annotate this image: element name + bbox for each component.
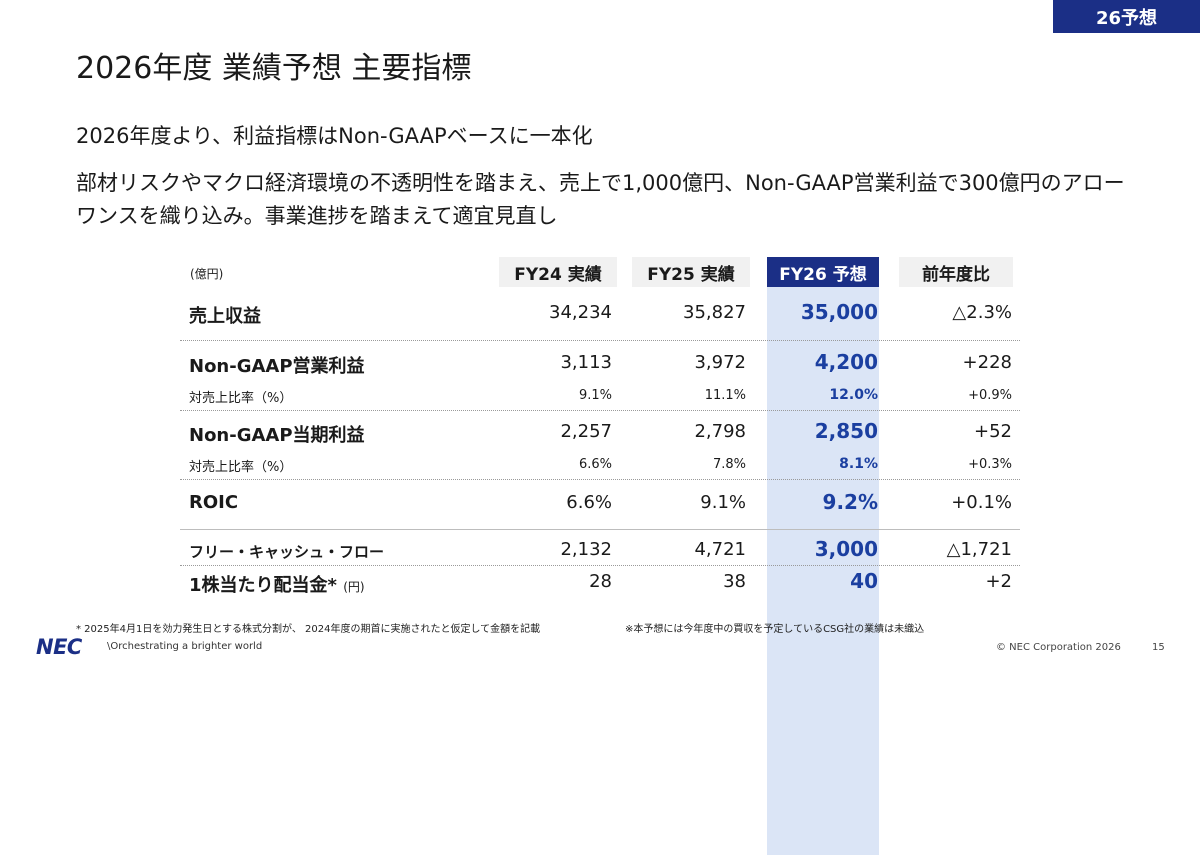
subtitle-secondary: 部材リスクやマクロ経済環境の不透明性を踏まえ、売上で1,000億円、Non-GA… <box>76 171 1125 228</box>
row-divider <box>180 340 1020 341</box>
copyright: © NEC Corporation 2026 <box>996 642 1121 653</box>
row-divider <box>180 410 1020 411</box>
subtitle-primary: 2026年度より、利益指標はNon-GAAPベースに一本化 <box>76 124 593 148</box>
table-row-revenue: 売上収益 34,234 35,827 35,000 △2.3% <box>180 294 1020 334</box>
cell-fy26: 9.2% <box>822 490 878 514</box>
row-label-wrap: 1株当たり配当金* (円) <box>189 571 365 597</box>
footnote-acquisition: ※本予想には今年度中の買収を予定しているCSG社の業績は未織込 <box>625 624 925 635</box>
row-divider <box>180 565 1020 566</box>
cell-fy25: 35,827 <box>683 302 746 323</box>
cell-fy26: 4,200 <box>814 350 878 374</box>
row-label-unit: (円) <box>343 580 365 594</box>
cell-fy26: 40 <box>850 569 878 593</box>
header-fy26: FY26 予想 <box>767 257 879 287</box>
cell-yoy: +2 <box>985 571 1012 592</box>
row-label: ROIC <box>189 492 239 513</box>
brand-tagline: \Orchestrating a brighter world <box>107 641 263 652</box>
cell-yoy: △1,721 <box>946 539 1012 560</box>
cell-fy25: 2,798 <box>694 421 746 442</box>
row-divider <box>180 479 1020 480</box>
cell-fy24: 2,132 <box>560 539 612 560</box>
table-row-operating-profit: Non-GAAP営業利益 3,113 3,972 4,200 +228 <box>180 344 1020 384</box>
forecast-badge: 26予想 <box>1053 0 1200 33</box>
cell-fy24: 9.1% <box>578 388 612 403</box>
table-row-net-margin: 対売上比率（%） 6.6% 7.8% 8.1% +0.3% <box>180 451 1020 479</box>
row-label: Non-GAAP営業利益 <box>189 356 365 377</box>
cell-fy26: 2,850 <box>814 419 878 443</box>
cell-yoy: +0.3% <box>968 457 1012 472</box>
table-unit: (億円) <box>190 267 224 281</box>
cell-fy24: 28 <box>589 571 612 592</box>
cell-yoy: +228 <box>962 352 1012 373</box>
header-yoy: 前年度比 <box>899 257 1013 287</box>
row-label: 対売上比率（%） <box>189 391 293 406</box>
table-row-net-profit: Non-GAAP当期利益 2,257 2,798 2,850 +52 <box>180 413 1020 453</box>
cell-fy24: 34,234 <box>549 302 612 323</box>
table-row-roic: ROIC 6.6% 9.1% 9.2% +0.1% <box>180 484 1020 524</box>
cell-fy26: 35,000 <box>800 300 878 324</box>
cell-fy26: 3,000 <box>814 537 878 561</box>
cell-fy25: 7.8% <box>712 457 746 472</box>
page-number: 15 <box>1152 642 1165 653</box>
cell-yoy: +52 <box>974 421 1012 442</box>
row-label: 売上収益 <box>189 306 261 327</box>
cell-fy25: 3,972 <box>694 352 746 373</box>
cell-fy25: 38 <box>723 571 746 592</box>
cell-yoy: △2.3% <box>952 302 1012 323</box>
page-title: 2026年度 業績予想 主要指標 <box>76 51 472 86</box>
table-row-free-cash-flow: フリー・キャッシュ・フロー 2,132 4,721 3,000 △1,721 <box>180 531 1020 571</box>
cell-fy24: 6.6% <box>566 492 612 513</box>
table-row-dividend: 1株当たり配当金* (円) 28 38 40 +2 <box>180 563 1020 603</box>
cell-yoy: +0.1% <box>951 492 1012 513</box>
header-fy25: FY25 実績 <box>632 257 750 287</box>
row-label: フリー・キャッシュ・フロー <box>189 543 385 561</box>
cell-fy25: 11.1% <box>704 388 746 403</box>
row-label: Non-GAAP当期利益 <box>189 425 365 446</box>
nec-logo: NEC <box>36 635 82 659</box>
row-divider <box>180 529 1020 530</box>
row-label: 1株当たり配当金* <box>189 575 337 596</box>
table-row-operating-margin: 対売上比率（%） 9.1% 11.1% 12.0% +0.9% <box>180 382 1020 410</box>
cell-fy24: 6.6% <box>578 457 612 472</box>
cell-fy25: 4,721 <box>694 539 746 560</box>
row-label: 対売上比率（%） <box>189 460 293 475</box>
cell-fy24: 3,113 <box>560 352 612 373</box>
footnote-stock-split: * 2025年4月1日を効力発生日とする株式分割が、 2024年度の期首に実施さ… <box>76 624 541 635</box>
header-fy24: FY24 実績 <box>499 257 617 287</box>
cell-fy24: 2,257 <box>560 421 612 442</box>
cell-fy26: 8.1% <box>839 456 878 472</box>
cell-yoy: +0.9% <box>968 388 1012 403</box>
cell-fy26: 12.0% <box>829 387 878 403</box>
cell-fy25: 9.1% <box>700 492 746 513</box>
